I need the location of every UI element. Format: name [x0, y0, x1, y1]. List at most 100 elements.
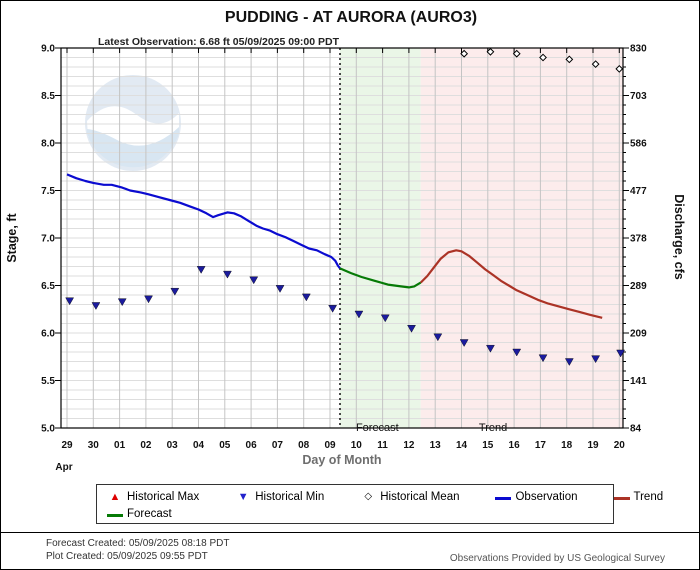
historical-min-marker	[433, 333, 443, 342]
historical-min-marker	[512, 348, 522, 357]
historical-min-marker	[91, 302, 101, 310]
historical-min-marker	[538, 354, 548, 363]
historical-min-marker	[117, 298, 127, 307]
observation-line	[66, 173, 341, 270]
legend-label: Observation	[515, 490, 578, 503]
historical-mean-marker	[512, 49, 521, 58]
y-tick-label-right: 477	[630, 186, 647, 197]
trend-line	[419, 249, 603, 319]
x-tick-label: 11	[377, 440, 388, 451]
legend-label: Historical Max	[127, 490, 200, 503]
y-tick-label-left: 8.5	[41, 91, 55, 102]
y-tick-label-left: 6.0	[41, 329, 55, 340]
historical-mean-marker	[615, 64, 624, 73]
y-tick-label-left: 7.5	[41, 186, 55, 197]
line-swatch	[613, 496, 630, 500]
y-tick-label-right: 586	[630, 139, 647, 150]
legend-item-historical-min: ▼ Historical Min	[233, 491, 324, 503]
page-title: PUDDING - AT AURORA (AURO3)	[225, 9, 477, 26]
x-tick-label: 03	[167, 440, 179, 451]
y-axis-title-left: Stage, ft	[5, 213, 19, 263]
historical-min-marker	[407, 325, 416, 333]
line-swatch	[107, 513, 123, 517]
y-tick-label-left: 7.0	[41, 234, 55, 245]
x-tick-label: 10	[351, 440, 363, 451]
historical-min-marker	[196, 266, 206, 274]
creation-timestamps: Forecast Created: 05/09/2025 08:18 PDT P…	[46, 537, 229, 563]
hydrograph-chart: PUDDING - AT AURORA (AURO3) Latest Obser…	[5, 9, 686, 473]
legend-item-historical-max: ▲ Historical Max	[105, 490, 200, 503]
historical-min-marker	[591, 355, 600, 364]
x-tick-label: 01	[114, 440, 126, 451]
legend-row: Forecast	[105, 505, 605, 522]
x-tick-label: 08	[298, 440, 310, 451]
y-tick-label-right: 830	[630, 44, 647, 55]
x-tick-label: 09	[324, 440, 336, 451]
legend-item-historical-mean: ◇ Historical Mean	[358, 491, 459, 503]
legend-item-observation: Observation	[493, 490, 578, 503]
triangle-up-icon: ▲	[109, 490, 121, 503]
legend-label: Historical Min	[255, 490, 325, 503]
x-tick-label: 13	[430, 440, 442, 451]
plot-area: 29 30 01 02 03 04 05 06 07 08 09 10 11 12 13 14 15 16 17 18…	[41, 44, 647, 452]
historical-min-marker	[65, 297, 74, 306]
x-tick-label: 16	[509, 440, 521, 451]
legend-label: Forecast	[127, 507, 172, 520]
y-tick-label-right: 84	[630, 424, 642, 435]
legend-box: ▲ Historical Max ▼ Historical Min ◇ Historica…	[96, 484, 664, 524]
x-tick-label: 17	[535, 440, 547, 451]
forecast-region-label: Forecast	[356, 422, 399, 434]
x-tick-label: 07	[272, 440, 284, 451]
historical-mean-marker	[460, 49, 469, 58]
provider-note: Observations Provided by US Geological S…	[449, 553, 665, 564]
y-tick-label-right: 703	[630, 91, 647, 102]
historical-min-marker	[380, 314, 390, 323]
historical-mean-marker	[486, 47, 495, 56]
historical-min-marker	[223, 270, 232, 279]
historical-min-marker	[486, 345, 495, 353]
plot-created-text: Plot Created: 05/09/2025 09:55 PDT	[46, 551, 208, 562]
historical-mean-marker	[591, 60, 600, 69]
legend-item-trend: Trend	[612, 491, 663, 503]
historical-min-marker	[354, 310, 364, 319]
x-tick-label: 19	[587, 440, 599, 451]
x-tick-label: 20	[614, 440, 626, 451]
historical-mean-marker	[539, 53, 547, 62]
x-tick-label: 05	[219, 440, 231, 451]
y-tick-label-left: 5.5	[41, 376, 55, 387]
forecast-created-text: Forecast Created: 05/09/2025 08:18 PDT	[46, 538, 230, 549]
x-tick-label: 06	[246, 440, 258, 451]
historical-min-marker	[275, 285, 285, 293]
legend-item-forecast: Forecast	[105, 508, 172, 520]
x-tick-label: 30	[88, 440, 100, 451]
noaa-logo	[85, 75, 181, 171]
y-tick-label-left: 9.0	[41, 44, 55, 55]
historical-min-marker	[144, 295, 153, 304]
forecast-line	[339, 267, 422, 289]
y-tick-label-left: 8.0	[41, 139, 55, 150]
y-tick-label-left: 5.0	[41, 424, 55, 435]
historical-min-marker	[170, 288, 180, 296]
line-icon	[493, 492, 513, 502]
y-tick-label-right: 141	[630, 376, 647, 387]
x-tick-label: 29	[61, 440, 73, 451]
x-tick-label: 04	[193, 440, 205, 451]
legend-row: ▲ Historical Max ▼ Historical Min ◇ Historica…	[105, 488, 664, 505]
x-axis-title: Day of Month	[302, 453, 381, 467]
line-icon	[612, 492, 632, 502]
legend-label: Historical Mean	[380, 490, 460, 503]
y-tick-label-left: 6.5	[41, 281, 55, 292]
historical-min-marker	[328, 305, 337, 313]
historical-min-marker	[459, 339, 469, 347]
x-tick-label: 14	[456, 440, 468, 451]
diamond-open-icon: ◇	[364, 490, 373, 502]
x-tick-label: 18	[561, 440, 573, 451]
x-tick-label: 02	[140, 440, 152, 451]
line-swatch	[495, 496, 512, 500]
y-tick-label-right: 289	[630, 281, 647, 292]
triangle-down-icon: ▼	[237, 490, 249, 503]
footer: Forecast Created: 05/09/2025 08:18 PDT P…	[1, 532, 699, 569]
y-axis-title-right: Discharge, cfs	[672, 194, 686, 280]
historical-min-marker	[301, 293, 311, 302]
